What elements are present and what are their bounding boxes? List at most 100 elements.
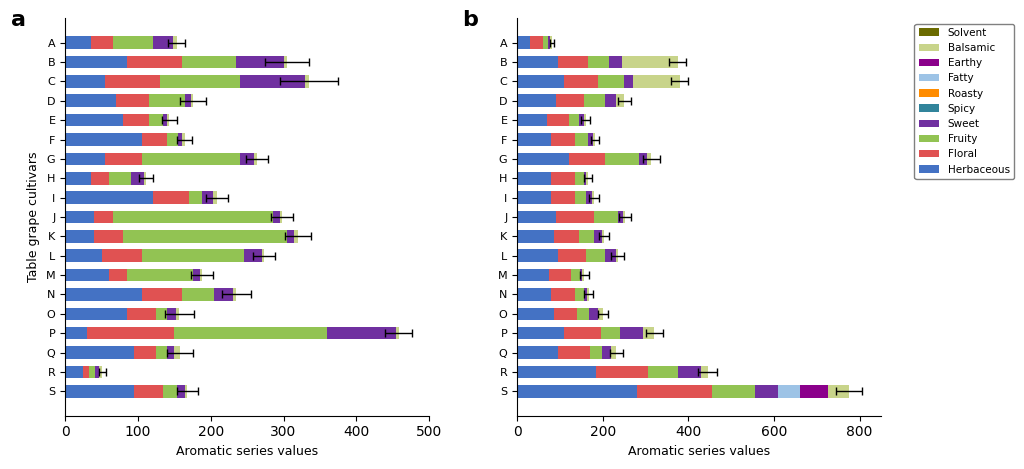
Bar	[109, 172, 131, 184]
Bar	[678, 366, 701, 378]
Bar	[549, 269, 570, 281]
Bar	[701, 366, 708, 378]
Bar	[517, 327, 564, 340]
Bar	[800, 385, 827, 398]
Bar	[272, 211, 280, 223]
Bar	[558, 346, 590, 359]
Bar	[568, 152, 605, 165]
Bar	[280, 211, 282, 223]
Bar	[66, 152, 105, 165]
Bar	[127, 56, 181, 68]
Bar	[244, 250, 262, 262]
Bar	[240, 75, 305, 88]
Text: b: b	[463, 10, 478, 30]
Bar	[287, 230, 295, 242]
Bar	[564, 327, 601, 340]
Bar	[66, 308, 127, 320]
Bar	[91, 172, 109, 184]
Bar	[66, 114, 124, 127]
Bar	[590, 346, 602, 359]
Bar	[141, 288, 181, 301]
Bar	[598, 308, 603, 320]
Bar	[587, 288, 589, 301]
Bar	[94, 230, 124, 242]
Bar	[580, 114, 584, 127]
Bar	[295, 230, 298, 242]
Bar	[214, 288, 232, 301]
Bar	[127, 308, 157, 320]
Bar	[66, 327, 87, 340]
Bar	[556, 94, 584, 107]
Bar	[396, 327, 398, 340]
Bar	[551, 191, 574, 204]
Bar	[589, 308, 598, 320]
Bar	[113, 211, 272, 223]
Bar	[611, 346, 616, 359]
Bar	[586, 191, 592, 204]
Bar	[517, 172, 551, 184]
Bar	[517, 250, 558, 262]
Bar	[601, 327, 620, 340]
Bar	[164, 385, 176, 398]
Bar	[95, 366, 98, 378]
Bar	[98, 366, 102, 378]
Bar	[556, 211, 594, 223]
Bar	[609, 56, 622, 68]
Bar	[517, 346, 558, 359]
Bar	[602, 346, 611, 359]
Bar	[517, 114, 547, 127]
Bar	[181, 288, 214, 301]
Bar	[176, 308, 179, 320]
Bar	[182, 133, 184, 146]
Bar	[191, 94, 194, 107]
Bar	[157, 346, 167, 359]
Bar	[153, 191, 189, 204]
Bar	[551, 172, 574, 184]
Bar	[284, 56, 287, 68]
Bar	[517, 152, 568, 165]
Bar	[633, 75, 680, 88]
Bar	[605, 94, 615, 107]
Bar	[548, 37, 550, 49]
Bar	[193, 269, 200, 281]
Bar	[240, 152, 254, 165]
Bar	[585, 288, 587, 301]
Bar	[160, 75, 240, 88]
Bar	[174, 327, 328, 340]
Bar	[547, 114, 568, 127]
Bar	[551, 288, 574, 301]
Bar	[101, 250, 141, 262]
Bar	[827, 385, 849, 398]
Bar	[66, 230, 94, 242]
Bar	[564, 75, 598, 88]
Bar	[66, 250, 101, 262]
Bar	[66, 191, 153, 204]
Bar	[176, 385, 185, 398]
Bar	[588, 56, 609, 68]
Bar	[305, 75, 309, 88]
Bar	[517, 269, 549, 281]
Bar	[328, 327, 396, 340]
Bar	[109, 269, 127, 281]
Bar	[517, 191, 551, 204]
Bar	[755, 385, 778, 398]
Bar	[574, 172, 584, 184]
Bar	[237, 56, 284, 68]
Bar	[173, 37, 176, 49]
Bar	[605, 250, 615, 262]
Bar	[141, 250, 244, 262]
Bar	[594, 211, 617, 223]
Bar	[594, 230, 602, 242]
Bar	[517, 75, 564, 88]
Bar	[141, 133, 167, 146]
Bar	[105, 75, 160, 88]
Bar	[602, 230, 604, 242]
Bar	[615, 250, 617, 262]
Bar	[643, 327, 654, 340]
Bar	[153, 37, 173, 49]
Bar	[598, 75, 625, 88]
Bar	[232, 288, 237, 301]
Bar	[648, 366, 678, 378]
Bar	[91, 37, 113, 49]
Bar	[580, 269, 583, 281]
